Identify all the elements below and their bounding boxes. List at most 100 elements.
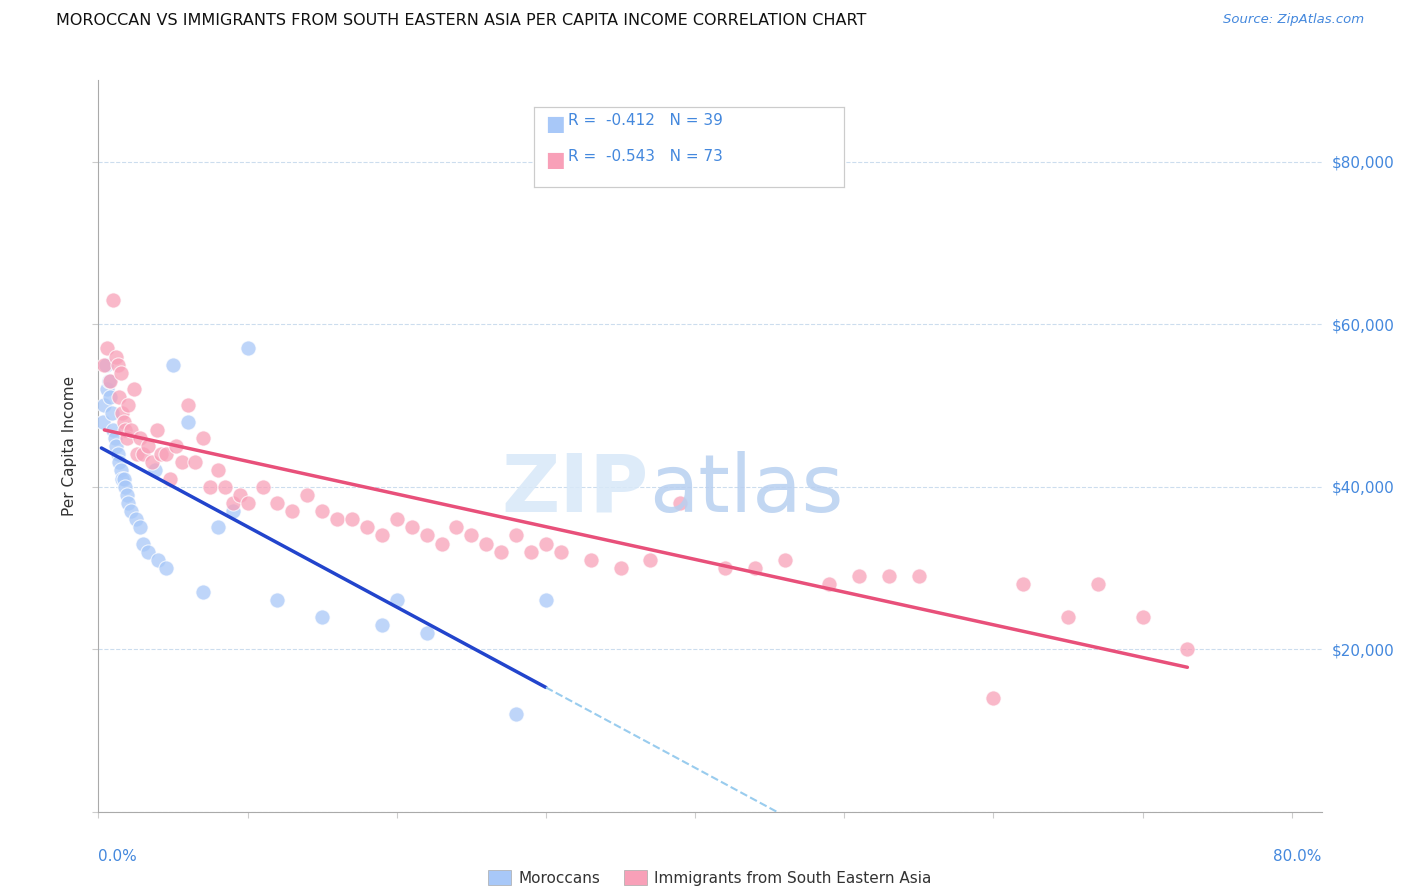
Point xyxy=(170,455,193,469)
Point xyxy=(356,520,378,534)
Point xyxy=(107,447,129,461)
Point xyxy=(191,585,214,599)
Point xyxy=(115,431,138,445)
Point xyxy=(150,447,173,461)
Point xyxy=(520,544,543,558)
Point xyxy=(214,480,236,494)
Text: ■: ■ xyxy=(546,150,565,169)
Point xyxy=(115,488,138,502)
Point xyxy=(221,496,243,510)
Point xyxy=(371,617,394,632)
Point xyxy=(112,415,135,429)
Point xyxy=(385,593,408,607)
Point xyxy=(93,358,115,372)
Point xyxy=(207,520,229,534)
Point xyxy=(122,382,145,396)
Point xyxy=(550,544,572,558)
Point xyxy=(145,423,167,437)
Point xyxy=(714,561,737,575)
Point xyxy=(155,561,177,575)
Point xyxy=(505,707,527,722)
Point xyxy=(505,528,527,542)
Point xyxy=(266,593,288,607)
Point xyxy=(669,496,692,510)
Point xyxy=(146,553,169,567)
Point xyxy=(236,496,259,510)
Point xyxy=(96,342,118,356)
Point xyxy=(877,569,900,583)
Text: ZIP: ZIP xyxy=(502,450,650,529)
Point xyxy=(103,293,125,307)
Point xyxy=(640,553,662,567)
Point xyxy=(125,512,148,526)
Point xyxy=(114,480,136,494)
Point xyxy=(143,463,166,477)
Text: 0.0%: 0.0% xyxy=(98,849,138,863)
Point xyxy=(1057,609,1080,624)
Point xyxy=(297,488,319,502)
Point xyxy=(120,423,142,437)
Text: MOROCCAN VS IMMIGRANTS FROM SOUTH EASTERN ASIA PER CAPITA INCOME CORRELATION CHA: MOROCCAN VS IMMIGRANTS FROM SOUTH EASTER… xyxy=(56,13,866,29)
Point xyxy=(1177,642,1199,657)
Point xyxy=(326,512,349,526)
Point xyxy=(229,488,252,502)
Point xyxy=(371,528,394,542)
Point xyxy=(93,398,115,412)
Point xyxy=(207,463,229,477)
Point xyxy=(105,350,128,364)
Point xyxy=(475,536,498,550)
Point xyxy=(110,366,132,380)
Point xyxy=(252,480,274,494)
Point xyxy=(136,544,159,558)
Point xyxy=(97,374,120,388)
Point xyxy=(105,439,128,453)
Point xyxy=(609,561,631,575)
Point xyxy=(111,471,134,485)
Point xyxy=(91,415,114,429)
Point xyxy=(1087,577,1109,591)
Point xyxy=(489,544,512,558)
Point xyxy=(460,528,482,542)
Point xyxy=(108,390,131,404)
Point xyxy=(165,439,187,453)
Text: Source: ZipAtlas.com: Source: ZipAtlas.com xyxy=(1223,13,1364,27)
Point xyxy=(127,447,149,461)
Point xyxy=(162,358,184,372)
Point xyxy=(98,390,121,404)
Point xyxy=(103,423,125,437)
Point xyxy=(112,471,135,485)
Point xyxy=(744,561,766,575)
Point xyxy=(141,455,163,469)
Point xyxy=(129,431,152,445)
Point xyxy=(129,520,152,534)
Point xyxy=(177,398,200,412)
Point xyxy=(415,626,437,640)
Point xyxy=(818,577,841,591)
Point xyxy=(155,447,177,461)
Point xyxy=(117,398,139,412)
Point xyxy=(96,382,118,396)
Point xyxy=(221,504,243,518)
Point xyxy=(117,496,139,510)
Point xyxy=(177,415,200,429)
Point xyxy=(266,496,288,510)
Point xyxy=(101,407,124,421)
Point xyxy=(340,512,363,526)
Point xyxy=(104,431,127,445)
Point xyxy=(236,342,259,356)
Point xyxy=(534,593,557,607)
Point xyxy=(311,609,333,624)
Text: 80.0%: 80.0% xyxy=(1274,849,1322,863)
Point xyxy=(98,374,121,388)
Point xyxy=(579,553,602,567)
Point xyxy=(136,439,159,453)
Legend: Moroccans, Immigrants from South Eastern Asia: Moroccans, Immigrants from South Eastern… xyxy=(482,863,938,892)
Point xyxy=(908,569,931,583)
Y-axis label: Per Capita Income: Per Capita Income xyxy=(62,376,77,516)
Point xyxy=(184,455,207,469)
Text: atlas: atlas xyxy=(650,450,844,529)
Point xyxy=(385,512,408,526)
Point xyxy=(159,471,181,485)
Point xyxy=(311,504,333,518)
Text: R =  -0.412   N = 39: R = -0.412 N = 39 xyxy=(568,113,723,128)
